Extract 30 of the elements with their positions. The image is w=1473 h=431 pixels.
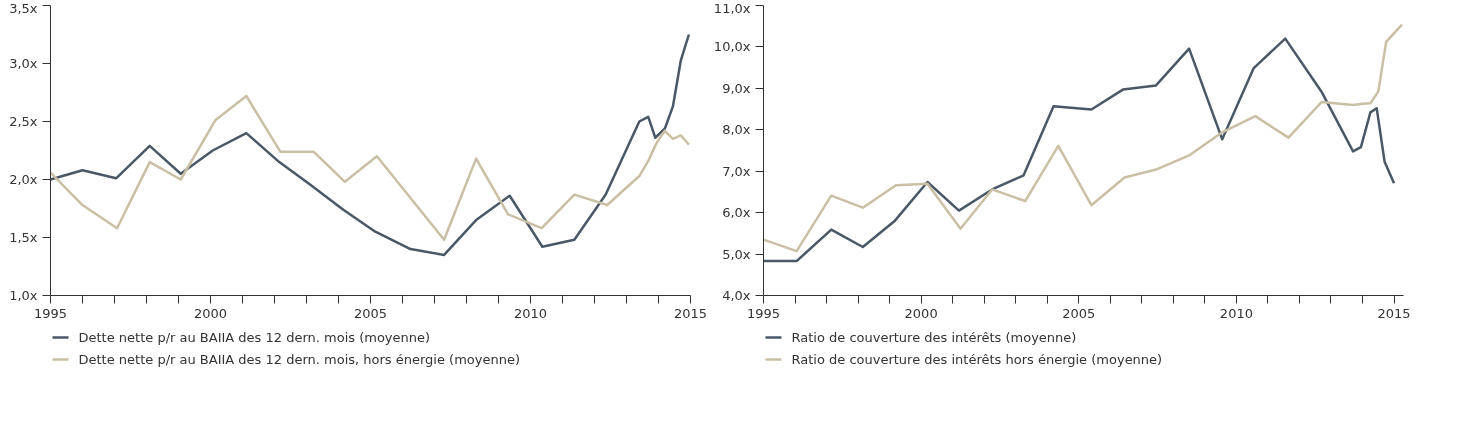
y-tick-label: 3,0x xyxy=(9,56,38,71)
x-tick-label: 2005 xyxy=(1062,305,1096,321)
x-tick-label: 2015 xyxy=(1377,305,1411,321)
legend-label: Ratio de couverture des intérêts hors énergie (moyenne) xyxy=(791,352,1163,367)
y-tick-label: 1,0x xyxy=(9,288,38,303)
y-tick-label: 9,0x xyxy=(722,80,751,96)
y-tick-label: 2,5x xyxy=(9,114,38,129)
line-series xyxy=(50,33,691,257)
legend-label: Dette nette p/r au BAIIA des 12 dern. mois (moyenne) xyxy=(78,330,431,345)
y-tick-label: 5,0x xyxy=(722,246,751,262)
y-tick-label: 10,0x xyxy=(713,39,751,55)
legend-label: Dette nette p/r au BAIIA des 12 dern. mois, hors énergie (moyenne) xyxy=(78,352,521,367)
x-tick-label: 2010 xyxy=(1219,305,1253,321)
y-tick-label: 4,0x xyxy=(722,288,751,303)
legend-label: Ratio de couverture des intérêts (moyenne) xyxy=(791,330,1077,345)
x-tick-label: 1995 xyxy=(33,305,68,321)
y-tick-label: 8,0x xyxy=(722,122,751,138)
y-tick-label: 6,0x xyxy=(722,205,751,221)
x-tick-label: 2005 xyxy=(353,305,388,321)
y-tick-label: 7,0x xyxy=(722,163,751,179)
x-tick-label: 2000 xyxy=(904,305,938,321)
x-tick-label: 2015 xyxy=(673,305,708,321)
line-series xyxy=(50,94,691,242)
y-tick-label: 2,0x xyxy=(9,172,38,187)
y-tick-label: 3,5x xyxy=(9,0,38,16)
y-tick-label: 1,5x xyxy=(9,230,38,245)
y-tick-label: 11,0x xyxy=(713,0,751,16)
x-tick-label: 2000 xyxy=(193,305,228,321)
x-tick-label: 1995 xyxy=(746,305,781,321)
x-tick-label: 2010 xyxy=(513,305,548,321)
